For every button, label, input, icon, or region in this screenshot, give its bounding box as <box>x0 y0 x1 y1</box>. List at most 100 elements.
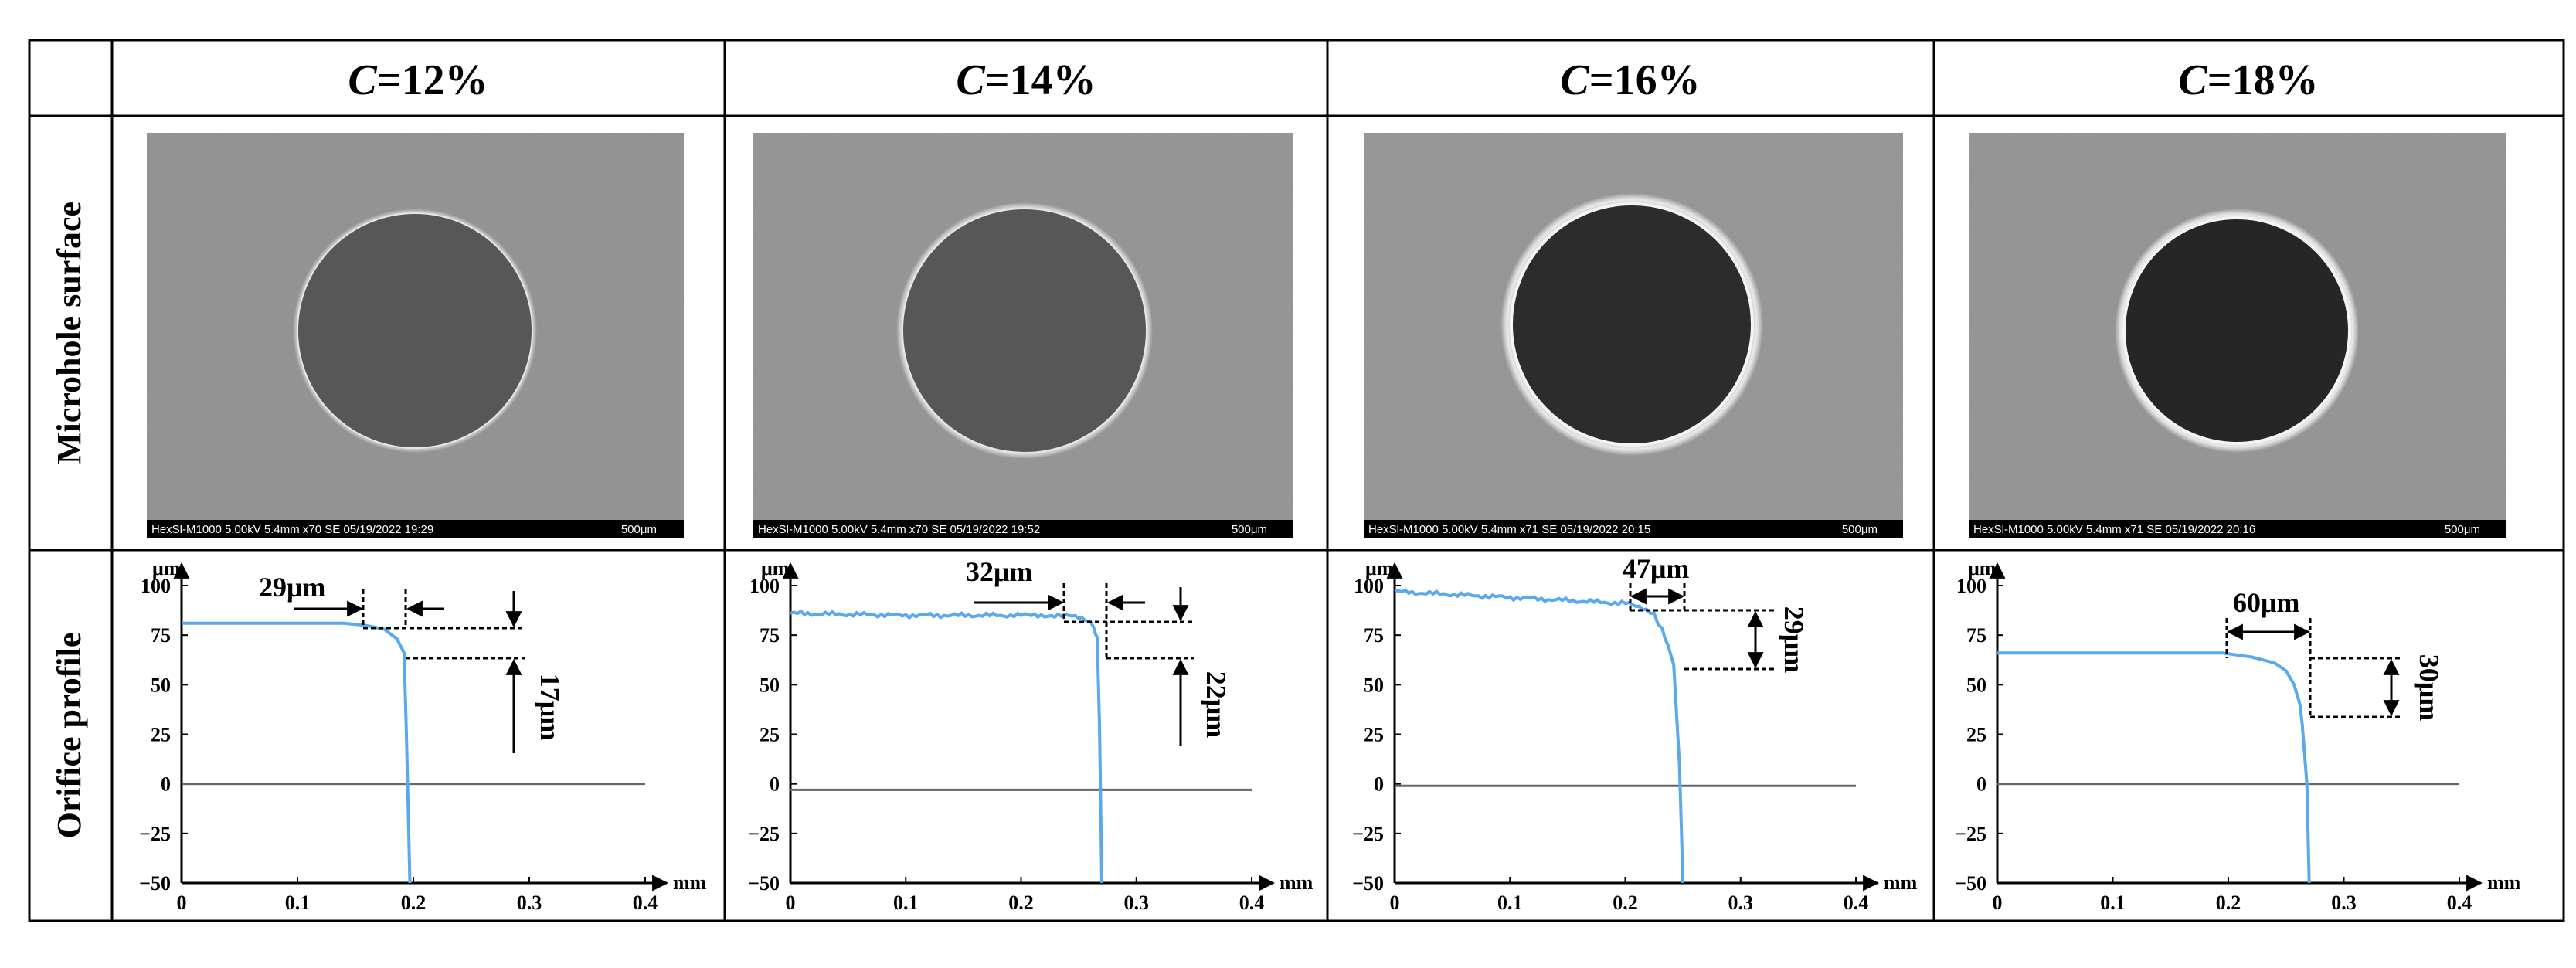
sem-scale-c16: 500μm <box>1842 523 1878 536</box>
y-tick-label: 50 <box>760 674 780 696</box>
y-tick-label: 100 <box>141 575 171 597</box>
y-tick-label: 100 <box>749 575 780 597</box>
height-label-c12: 17μm <box>535 674 566 740</box>
y-tick-label: 50 <box>1966 674 1986 696</box>
x-tick-label: 0.4 <box>1239 892 1265 914</box>
y-tick-label: −50 <box>1352 872 1384 895</box>
y-axis-label: μm <box>152 557 181 579</box>
x-tick-label: 0.1 <box>893 892 919 914</box>
y-tick-label: −25 <box>139 823 171 845</box>
profile-series-line <box>790 609 1103 884</box>
sem-image-c12: HexSl-M1000 5.00kV 5.4mm x70 SE 05/19/20… <box>147 133 684 538</box>
annotation-c14 <box>974 583 1194 746</box>
x-axis-label: mm <box>1280 871 1313 894</box>
y-tick-label: 0 <box>161 773 171 796</box>
sem-scale-c12: 500μm <box>621 523 657 536</box>
header-c18: C=18% <box>2178 56 2318 104</box>
x-tick-label: 0 <box>1390 892 1400 914</box>
microhole-c14 <box>902 208 1147 453</box>
table-frame <box>28 39 2565 922</box>
width-label-c14: 32μm <box>966 556 1032 587</box>
row-label-microhole: Microhole surface <box>50 202 88 464</box>
x-tick-label: 0.4 <box>1844 892 1869 914</box>
profile-series-line <box>182 621 412 884</box>
y-tick-label: −25 <box>1955 823 1986 845</box>
y-tick-label: 50 <box>151 674 171 696</box>
profile-chart-c16: 100 75 50 25 0 −25 −50 0 0.1 0.2 0.3 0.4 μm mm <box>1352 557 1917 914</box>
y-tick-label: −25 <box>1352 823 1384 845</box>
y-tick-label: 25 <box>760 724 780 746</box>
profile-chart-c18: 100 75 50 25 0 −25 −50 0 0.1 0.2 0.3 0.4 μm mm <box>1955 557 2520 914</box>
sem-scale-c14: 500μm <box>1232 523 1267 536</box>
x-tick-label: 0.3 <box>1728 892 1754 914</box>
y-tick-label: −50 <box>748 872 780 895</box>
row-label-profile: Orifice profile <box>50 633 88 839</box>
x-tick-label: 0.3 <box>1124 892 1150 914</box>
sem-info-c12: HexSl-M1000 5.00kV 5.4mm x70 SE 05/19/20… <box>151 523 433 536</box>
y-tick-label: 50 <box>1364 674 1384 696</box>
sem-image-c14: HexSl-M1000 5.00kV 5.4mm x70 SE 05/19/20… <box>753 133 1293 538</box>
profile-chart-c12: 100 75 50 25 0 −25 −50 0 0.1 0.2 0.3 0.4 μm mm <box>139 557 706 914</box>
microhole-c18 <box>2122 216 2351 445</box>
y-axis-label: μm <box>1365 557 1394 579</box>
annotation-c12 <box>294 589 525 753</box>
height-label-c14: 22μm <box>1201 671 1232 738</box>
profile-series-line <box>1394 588 1685 884</box>
x-tick-label: 0.4 <box>633 892 658 914</box>
annotation-c16 <box>1629 583 1777 671</box>
y-tick-label: −50 <box>139 872 171 895</box>
header-c14: C=14% <box>956 56 1096 104</box>
x-tick-label: 0 <box>786 892 796 914</box>
y-tick-label: 75 <box>760 624 780 647</box>
y-tick-label: 75 <box>1364 624 1384 647</box>
height-label-c18: 30μm <box>2414 654 2445 721</box>
x-tick-label: 0.2 <box>401 892 427 914</box>
profile-series-line <box>1997 651 2311 884</box>
x-axis-label: mm <box>2487 871 2521 894</box>
y-tick-label: −50 <box>1955 872 1986 895</box>
x-tick-label: 0.1 <box>1497 892 1523 914</box>
width-label-c18: 60μm <box>2233 587 2299 618</box>
y-tick-label: 0 <box>1976 773 1986 796</box>
x-axis-label: mm <box>1884 871 1918 894</box>
y-tick-label: 25 <box>1364 724 1384 746</box>
height-label-c16: 29μm <box>1779 606 1810 673</box>
y-tick-label: 0 <box>1374 773 1384 796</box>
y-tick-label: −25 <box>748 823 780 845</box>
x-tick-label: 0.1 <box>285 892 311 914</box>
y-tick-label: 75 <box>151 624 171 647</box>
y-tick-label: 75 <box>1966 624 1986 647</box>
header-c12: C=12% <box>348 56 488 104</box>
sem-image-c16: HexSl-M1000 5.00kV 5.4mm x71 SE 05/19/20… <box>1364 133 1903 538</box>
x-tick-label: 0.4 <box>2447 892 2472 914</box>
y-axis-label: μm <box>1968 557 1997 579</box>
microhole-c16 <box>1510 202 1754 447</box>
x-tick-label: 0 <box>1993 892 2003 914</box>
x-tick-label: 0.3 <box>517 892 542 914</box>
sem-info-c18: HexSl-M1000 5.00kV 5.4mm x71 SE 05/19/20… <box>1973 523 2255 536</box>
width-label-c12: 29μm <box>259 572 325 603</box>
annotation-c18 <box>2225 618 2403 718</box>
sem-info-c14: HexSl-M1000 5.00kV 5.4mm x70 SE 05/19/20… <box>758 523 1040 536</box>
x-tick-label: 0.2 <box>1613 892 1638 914</box>
sem-scale-c18: 500μm <box>2445 523 2480 536</box>
sem-info-c16: HexSl-M1000 5.00kV 5.4mm x71 SE 05/19/20… <box>1368 523 1650 536</box>
x-tick-label: 0.3 <box>2331 892 2357 914</box>
x-tick-label: 0.2 <box>1008 892 1034 914</box>
y-tick-label: 25 <box>1966 724 1986 746</box>
y-axis-label: μm <box>761 557 790 579</box>
y-tick-label: 25 <box>151 724 171 746</box>
y-tick-label: 0 <box>770 773 780 796</box>
x-tick-label: 0 <box>177 892 187 914</box>
y-tick-label: 100 <box>1354 575 1384 597</box>
width-label-c16: 47μm <box>1623 553 1689 584</box>
profile-chart-c14: 100 75 50 25 0 −25 −50 0 0.1 0.2 0.3 0.4 μm mm <box>748 557 1313 914</box>
x-tick-label: 0.1 <box>2100 892 2126 914</box>
x-tick-label: 0.2 <box>2216 892 2241 914</box>
microhole-c12 <box>297 212 533 449</box>
sem-image-c18: HexSl-M1000 5.00kV 5.4mm x71 SE 05/19/20… <box>1969 133 2506 538</box>
x-axis-label: mm <box>673 871 707 894</box>
header-c16: C=16% <box>1560 56 1700 104</box>
y-tick-label: 100 <box>1956 575 1986 597</box>
